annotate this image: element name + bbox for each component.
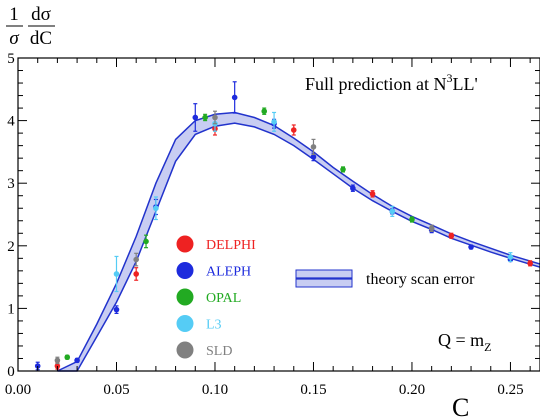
delphi-data-point (527, 260, 533, 267)
plot-frame (17, 57, 540, 372)
delphi-data-point (54, 363, 61, 369)
l3-data-point (507, 254, 514, 260)
prediction-title: Full prediction at N3LL' (305, 71, 478, 94)
sld-data-point (133, 256, 139, 263)
aleph-data-point (113, 306, 120, 313)
plot-area: 0.00 0.05 0.10 0.15 0.20 0.25 0 1 2 3 4 5 (5, 51, 540, 398)
legend: DELPHI ALEPH OPAL L3 SLD (176, 235, 256, 359)
sld-legend-marker (176, 341, 194, 359)
y-tick-label: 4 (7, 114, 15, 130)
l3-legend-label: L3 (206, 318, 222, 333)
x-tick-label: 0.15 (300, 382, 326, 398)
delphi-data-point (369, 191, 376, 197)
l3-legend-marker (176, 315, 194, 332)
prediction-title-tail: LL' (452, 74, 477, 94)
x-tick-label: 0.20 (399, 382, 425, 398)
sld-data-point (310, 144, 317, 150)
opal-data-point (202, 114, 208, 121)
y-label-one: 1 (9, 4, 19, 25)
delphi-legend-label: DELPHI (206, 238, 256, 253)
opal-data-point (261, 108, 268, 115)
prediction-title-base: Full prediction at N (305, 74, 446, 94)
sld-data-point (428, 225, 435, 232)
x-tick-label: 0.05 (103, 382, 129, 398)
aleph-data-point (34, 363, 41, 369)
x-tick-label: 0.10 (202, 382, 228, 398)
y-tick-label: 3 (7, 176, 15, 192)
q-annotation: Q = mZ (438, 330, 492, 354)
sld-data-point (54, 357, 61, 364)
aleph-data-point (74, 357, 80, 364)
l3-data-point (389, 208, 396, 215)
delphi-data-point (290, 127, 297, 133)
opal-data-point (340, 166, 346, 173)
x-tick-label: 0.00 (5, 382, 31, 398)
x-tick-label: 0.25 (497, 382, 523, 398)
q-annotation-base: Q = m (438, 330, 484, 350)
sld-legend-label: SLD (206, 344, 232, 359)
y-label-dc: dC (30, 28, 52, 49)
y-label-sigma: σ (9, 28, 19, 49)
y-tick-label: 1 (7, 301, 15, 317)
aleph-data-point (192, 114, 199, 121)
opal-data-point (143, 238, 149, 245)
axis-ticks-layer: 0.00 0.05 0.10 0.15 0.20 0.25 0 1 2 3 4 5 (5, 51, 540, 398)
l3-data-point (271, 119, 277, 125)
aleph-data-point (350, 185, 356, 192)
x-axis-label: C (452, 393, 469, 420)
opal-data-point (409, 216, 415, 223)
y-tick-label: 0 (7, 364, 15, 380)
data-points-layer (34, 81, 533, 371)
l3-data-point (153, 205, 159, 212)
sld-data-point (212, 114, 218, 121)
delphi-legend-marker (176, 235, 194, 253)
aleph-legend-label: ALEPH (206, 265, 251, 280)
aleph-data-point (310, 154, 317, 160)
y-tick-label: 2 (7, 239, 15, 255)
aleph-data-point (468, 244, 474, 250)
opal-legend-label: OPAL (206, 291, 241, 306)
delphi-data-point (448, 232, 455, 239)
theory-legend-label: theory scan error (366, 271, 475, 288)
y-tick-label: 5 (7, 51, 15, 67)
aleph-legend-marker (176, 262, 194, 279)
q-annotation-sub: Z (484, 340, 491, 354)
prediction-title-sup: 3 (446, 71, 452, 85)
delphi-data-point (133, 271, 139, 277)
y-axis-label: 1 σ dσ dC (6, 4, 55, 49)
opal-legend-marker (176, 288, 194, 306)
y-label-dsigma: dσ (31, 4, 51, 25)
opal-data-point (64, 354, 71, 361)
l3-data-point (113, 271, 120, 277)
aleph-data-point (231, 94, 238, 101)
theory-legend: theory scan error (295, 269, 475, 288)
